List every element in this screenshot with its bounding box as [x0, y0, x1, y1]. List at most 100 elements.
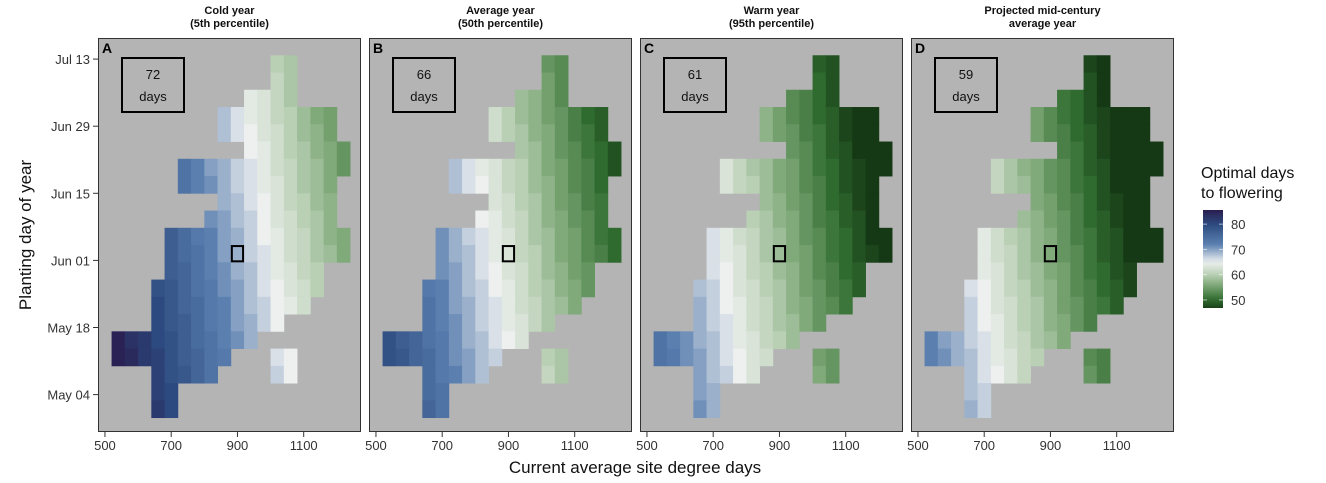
heatmap-cell	[244, 279, 258, 298]
heatmap-cell	[230, 279, 245, 298]
heatmap-cell	[812, 124, 827, 142]
heatmap-cell	[1110, 158, 1124, 177]
heatmap-cell	[230, 314, 245, 332]
heatmap-cell	[177, 365, 192, 384]
heatmap-cell	[395, 348, 410, 367]
heatmap-cell	[528, 227, 542, 246]
heatmap-cell	[865, 245, 880, 263]
heatmap-cell	[422, 400, 436, 419]
highlight-box	[501, 245, 516, 263]
heatmap-cell	[865, 141, 880, 160]
heatmap-cell	[1110, 193, 1124, 211]
heatmap-cell	[138, 331, 152, 349]
heatmap-cell	[217, 107, 232, 125]
heatmap-cell	[217, 331, 232, 349]
heatmap-cell	[1123, 279, 1137, 298]
heatmap-cell	[448, 314, 463, 332]
heatmap-cell	[786, 262, 800, 280]
heatmap-cell	[852, 279, 866, 298]
heatmap-cell	[462, 331, 476, 349]
heatmap-cell	[230, 296, 245, 315]
panel-letter: B	[373, 40, 383, 56]
heatmap-cell	[990, 262, 1005, 280]
heatmap-cell	[746, 296, 760, 315]
y-tick-label: Jun 01	[51, 253, 90, 268]
heatmap-cell	[786, 176, 800, 194]
heatmap-cell	[693, 383, 707, 401]
heatmap-cell	[270, 314, 285, 332]
heatmap-cell	[1017, 176, 1031, 194]
panel-letter: D	[915, 40, 925, 56]
heatmap-cell	[1149, 245, 1164, 263]
heatmap-cell	[1149, 158, 1164, 177]
y-tick-label: Jun 29	[51, 119, 90, 134]
heatmap-cell	[581, 158, 595, 177]
heatmap-cell	[825, 72, 840, 91]
heatmap-cell	[1083, 55, 1098, 73]
heatmap-cell	[759, 107, 774, 125]
heatmap-cell	[786, 89, 800, 108]
heatmap-cell	[759, 279, 774, 298]
heatmap-cell	[501, 279, 516, 298]
heatmap-cell	[719, 314, 734, 332]
heatmap-cell	[283, 176, 298, 194]
heatmap-cell	[1149, 227, 1164, 246]
heatmap-cell	[1043, 245, 1058, 263]
heatmap-cell	[297, 124, 311, 142]
heatmap-cell	[607, 158, 622, 177]
x-tick-label: 1100	[290, 438, 318, 453]
x-tick-label: 700	[160, 438, 182, 453]
heatmap-cell	[1083, 262, 1098, 280]
heatmap-cell	[878, 227, 893, 246]
heatmap-cell	[799, 107, 813, 125]
heatmap-cell	[270, 365, 285, 384]
heatmap-cell	[528, 107, 542, 125]
heatmap-cell	[772, 158, 787, 177]
heatmap-cell	[977, 262, 992, 280]
heatmap-cell	[1030, 262, 1045, 280]
heatmap-cell	[990, 245, 1005, 263]
heatmap-cell	[1136, 245, 1151, 263]
heatmap-cell	[541, 348, 556, 367]
heatmap-cell	[554, 227, 569, 246]
heatmap-cell	[462, 296, 476, 315]
heatmap-cell	[230, 210, 245, 229]
heatmap-cell	[270, 262, 285, 280]
heatmap-cell	[297, 227, 311, 246]
heatmap-cell	[1043, 107, 1058, 125]
heatmap-cell	[1096, 245, 1111, 263]
heatmap-cell	[488, 193, 503, 211]
heatmap-cell	[244, 227, 258, 246]
heatmap-cell	[1110, 107, 1124, 125]
heatmap-cell	[177, 176, 192, 194]
heatmap-cell	[772, 193, 787, 211]
heatmap-cell	[270, 227, 285, 246]
x-tick-label: 900	[227, 438, 249, 453]
heatmap-cell	[462, 245, 476, 263]
heatmap-cell	[1096, 296, 1111, 315]
heatmap-cell	[1096, 55, 1111, 73]
heatmap-cell	[706, 245, 721, 263]
heatmap-cell	[488, 107, 503, 125]
heatmap-cell	[878, 245, 893, 263]
heatmap-cell	[812, 245, 827, 263]
heatmap-cell	[515, 107, 529, 125]
heatmap-cell	[435, 365, 450, 384]
heatmap-cell	[594, 193, 609, 211]
heatmap-cell	[746, 348, 760, 367]
heatmap-cell	[1057, 245, 1071, 263]
heatmap-cell	[501, 107, 516, 125]
heatmap-cell	[230, 158, 245, 177]
inset-box	[663, 57, 727, 113]
heatmap-cell	[541, 72, 556, 91]
heatmap-cell	[323, 124, 338, 142]
heatmap-cell	[937, 331, 952, 349]
heatmap-cell	[964, 383, 978, 401]
heatmap-cell	[475, 314, 489, 332]
heatmap-cell	[177, 279, 192, 298]
heatmap-cell	[1110, 210, 1124, 229]
heatmap-cell	[1057, 279, 1071, 298]
heatmap-cell	[541, 107, 556, 125]
heatmap-cell	[1043, 124, 1058, 142]
heatmap-cell	[244, 193, 258, 211]
